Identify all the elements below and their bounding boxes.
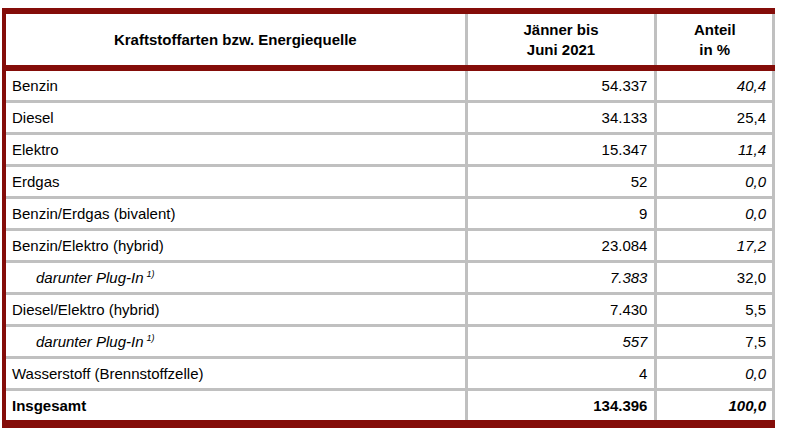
table-row: Wasserstoff (Brennstoffzelle) 40,0 [4, 358, 774, 390]
registrations-value: 7.430 [466, 294, 656, 326]
table-row: Diesel 34.13325,4 [4, 102, 774, 134]
header-label-period-line1: Jänner bis [468, 20, 655, 40]
table-row: Erdgas 520,0 [4, 166, 774, 198]
share-percent-value: 40,4 [656, 68, 774, 102]
table-row-sub: darunter Plug-In1)5577,5 [4, 326, 774, 358]
table-header: Kraftstoffarten bzw. Energiequelle Jänne… [4, 11, 774, 68]
fuel-type-text: Insgesamt [12, 397, 86, 414]
fuel-type-label: Benzin/Erdgas (bivalent) [4, 198, 466, 230]
registrations-value: 34.133 [466, 102, 656, 134]
fuel-type-text: Elektro [12, 141, 59, 158]
fuel-type-label: Wasserstoff (Brennstoffzelle) [4, 358, 466, 390]
table-row: Elektro 15.34711,4 [4, 134, 774, 166]
share-percent-value: 0,0 [656, 358, 774, 390]
share-percent-value: 25,4 [656, 102, 774, 134]
footnote-ref: 1) [147, 269, 155, 279]
share-percent-value: 0,0 [656, 166, 774, 198]
fuel-type-text: Diesel/Elektro (hybrid) [12, 301, 160, 318]
share-percent-value: 0,0 [656, 198, 774, 230]
fuel-type-label: Benzin/Elektro (hybrid) [4, 230, 466, 262]
header-row: Kraftstoffarten bzw. Energiequelle Jänne… [4, 11, 774, 68]
fuel-type-text: darunter Plug-In [36, 333, 144, 350]
share-percent-value: 7,5 [656, 326, 774, 358]
header-label-fuel-type: Kraftstoffarten bzw. Energiequelle [114, 31, 357, 48]
fuel-type-label: Erdgas [4, 166, 466, 198]
registrations-value: 15.347 [466, 134, 656, 166]
header-label-period-line2: Juni 2021 [468, 40, 655, 60]
fuel-type-text: Benzin/Erdgas (bivalent) [12, 205, 175, 222]
footnote-ref: 1) [147, 333, 155, 343]
header-cell-fuel-type: Kraftstoffarten bzw. Energiequelle [4, 11, 466, 68]
share-percent-value: 5,5 [656, 294, 774, 326]
fuel-type-label: Benzin [4, 68, 466, 102]
fuel-type-text: Benzin/Elektro (hybrid) [12, 237, 164, 254]
fuel-type-text: Wasserstoff (Brennstoffzelle) [12, 365, 203, 382]
registrations-value: 9 [466, 198, 656, 230]
table-row: Benzin/Elektro (hybrid) 23.08417,2 [4, 230, 774, 262]
page: Kraftstoffarten bzw. Energiequelle Jänne… [0, 0, 786, 441]
table-body: Benzin 54.33740,4 Diesel 34.13325,4 Elektro 1… [4, 68, 774, 424]
share-percent-value: 11,4 [656, 134, 774, 166]
table-row-sub: darunter Plug-In1)7.38332,0 [4, 262, 774, 294]
registrations-value: 23.084 [466, 230, 656, 262]
fuel-type-label: Diesel/Elektro (hybrid) [4, 294, 466, 326]
share-percent-value: 100,0 [656, 390, 774, 425]
table-row: Diesel/Elektro (hybrid) 7.4305,5 [4, 294, 774, 326]
header-cell-period: Jänner bis Juni 2021 [466, 11, 656, 68]
registrations-value: 52 [466, 166, 656, 198]
fuel-type-label: Elektro [4, 134, 466, 166]
fuel-types-table: Kraftstoffarten bzw. Energiequelle Jänne… [2, 8, 775, 428]
registrations-value: 4 [466, 358, 656, 390]
header-label-share-line1: Anteil [657, 20, 772, 40]
share-percent-value: 17,2 [656, 230, 774, 262]
table-row: Insgesamt 134.396100,0 [4, 390, 774, 425]
header-cell-share: Anteil in % [656, 11, 774, 68]
table-row: Benzin/Erdgas (bivalent) 90,0 [4, 198, 774, 230]
fuel-type-label: Diesel [4, 102, 466, 134]
registrations-value: 134.396 [466, 390, 656, 425]
fuel-type-text: Erdgas [12, 173, 60, 190]
share-percent-value: 32,0 [656, 262, 774, 294]
fuel-type-label: Insgesamt [4, 390, 466, 425]
registrations-value: 7.383 [466, 262, 656, 294]
header-label-share-line2: in % [657, 40, 772, 60]
table-row: Benzin 54.33740,4 [4, 68, 774, 102]
registrations-value: 557 [466, 326, 656, 358]
fuel-type-text: Diesel [12, 109, 54, 126]
fuel-type-label: darunter Plug-In1) [4, 326, 466, 358]
fuel-type-text: darunter Plug-In [36, 269, 144, 286]
fuel-type-label: darunter Plug-In1) [4, 262, 466, 294]
registrations-value: 54.337 [466, 68, 656, 102]
fuel-type-text: Benzin [12, 77, 58, 94]
